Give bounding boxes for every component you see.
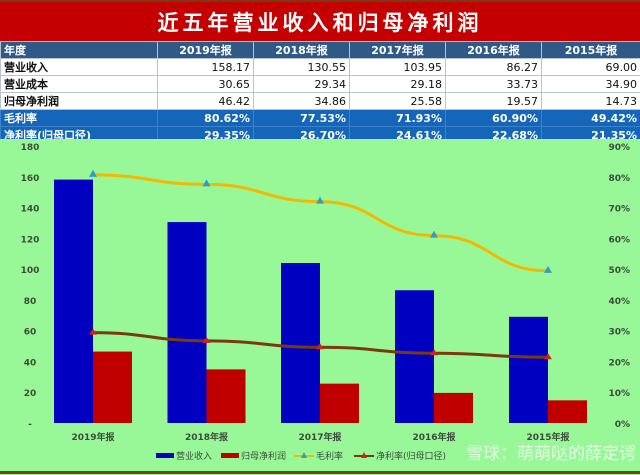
bar-revenue [509, 317, 548, 423]
header-cell: 2018年报 [254, 42, 350, 59]
cell: 34.86 [254, 93, 350, 110]
category-label: 2018年报 [185, 431, 228, 443]
chart-title: 近五年营业收入和归母净利润 [158, 7, 483, 37]
left-tick-label: 180 [21, 143, 40, 153]
right-tick-label: 80% [608, 174, 630, 184]
bar-revenue [395, 290, 434, 423]
left-tick-label: 20 [24, 389, 37, 399]
bar-net-profit [93, 352, 132, 423]
line-gross-margin [93, 175, 548, 271]
row-label: 归母净利润 [1, 93, 158, 110]
cell: 46.42 [158, 93, 254, 110]
cell: 30.65 [158, 76, 254, 93]
legend-label: 净利率(归母口径) [376, 450, 446, 462]
right-tick-label: 60% [608, 235, 630, 245]
right-tick-label: 70% [608, 205, 630, 215]
table-row-gross-margin: 毛利率 80.62% 77.53% 71.93% 60.90% 49.42% [1, 110, 640, 127]
table-header-row: 年度 2019年报 2018年报 2017年报 2016年报 2015年报 [1, 42, 640, 59]
row-label: 营业收入 [1, 59, 158, 76]
header-cell: 年度 [1, 42, 158, 59]
header-cell: 2016年报 [446, 42, 542, 59]
header-cell: 2017年报 [350, 42, 446, 59]
legend-label: 归母净利润 [241, 450, 286, 462]
triangle-marker-icon [89, 170, 97, 177]
left-tick-label: 160 [21, 174, 40, 184]
left-axis: - 20 40 60 80 100 120 140 160 180 [21, 143, 40, 430]
right-tick-label: 0% [615, 420, 630, 430]
bar-net-profit [320, 384, 359, 423]
bar-net-profit [548, 400, 587, 423]
left-tick-label: 80 [24, 297, 37, 307]
right-tick-label: 40% [608, 297, 630, 307]
category-label: 2017年报 [298, 431, 341, 443]
header-cell: 2019年报 [158, 42, 254, 59]
bar-series [54, 180, 587, 423]
left-tick-label: 100 [21, 266, 40, 276]
cell: 69.00 [542, 59, 640, 76]
left-tick-label: 60 [24, 328, 37, 338]
cell: 77.53% [254, 110, 350, 127]
right-tick-label: 50% [608, 266, 630, 276]
left-tick-label: - [28, 420, 32, 430]
right-tick-label: 20% [608, 358, 630, 368]
category-axis: 2019年报 2018年报 2017年报 2016年报 2015年报 [71, 431, 569, 443]
legend: 营业收入 归母净利润 毛利率 净利率(归母口径) [156, 450, 446, 462]
left-tick-label: 140 [21, 205, 40, 215]
cell: 29.18 [350, 76, 446, 93]
left-tick-label: 40 [24, 358, 37, 368]
bar-revenue [281, 263, 320, 423]
cell: 25.58 [350, 93, 446, 110]
financial-table: 年度 2019年报 2018年报 2017年报 2016年报 2015年报 营业… [0, 41, 640, 144]
cell: 34.90 [542, 76, 640, 93]
row-label: 营业成本 [1, 76, 158, 93]
table-row-cost: 营业成本 30.65 29.34 29.18 33.73 34.90 [1, 76, 640, 93]
cell: 19.57 [446, 93, 542, 110]
cell: 29.34 [254, 76, 350, 93]
right-tick-label: 10% [608, 389, 630, 399]
line-series [89, 170, 552, 359]
table-row-revenue: 营业收入 158.17 130.55 103.95 86.27 69.00 [1, 59, 640, 76]
cell: 60.90% [446, 110, 542, 127]
legend-label: 毛利率 [316, 450, 343, 462]
cell: 71.93% [350, 110, 446, 127]
bar-revenue [168, 222, 207, 423]
bar-revenue [54, 180, 93, 423]
cell: 130.55 [254, 59, 350, 76]
category-label: 2016年报 [412, 431, 455, 443]
header-cell: 2015年报 [542, 42, 640, 59]
right-tick-label: 90% [608, 143, 630, 153]
cell: 14.73 [542, 93, 640, 110]
legend-swatch [156, 453, 174, 458]
category-label: 2019年报 [71, 431, 114, 443]
title-bar: 近五年营业收入和归母净利润 [0, 0, 640, 41]
category-label: 2015年报 [526, 431, 569, 443]
bar-net-profit [207, 369, 246, 423]
cell: 33.73 [446, 76, 542, 93]
watermark: 雪球：萌萌哒的薛定谔 [466, 444, 636, 464]
right-axis: 0% 10% 20% 30% 40% 50% 60% 70% 80% 90% [608, 143, 630, 430]
legend-label: 营业收入 [176, 450, 212, 462]
left-tick-label: 120 [21, 235, 40, 245]
cell: 158.17 [158, 59, 254, 76]
bar-net-profit [434, 393, 473, 423]
chart-canvas: - 20 40 60 80 100 120 140 160 180 0% 10% 20% 30% 40% 5… [0, 139, 640, 471]
legend-swatch [221, 453, 239, 458]
cell: 49.42% [542, 110, 640, 127]
cell: 103.95 [350, 59, 446, 76]
row-label: 毛利率 [1, 110, 158, 127]
cell: 80.62% [158, 110, 254, 127]
right-tick-label: 30% [608, 328, 630, 338]
combo-chart: - 20 40 60 80 100 120 140 160 180 0% 10% 20% 30% 40% 5… [0, 139, 640, 474]
table-row-net-profit: 归母净利润 46.42 34.86 25.58 19.57 14.73 [1, 93, 640, 110]
cell: 86.27 [446, 59, 542, 76]
